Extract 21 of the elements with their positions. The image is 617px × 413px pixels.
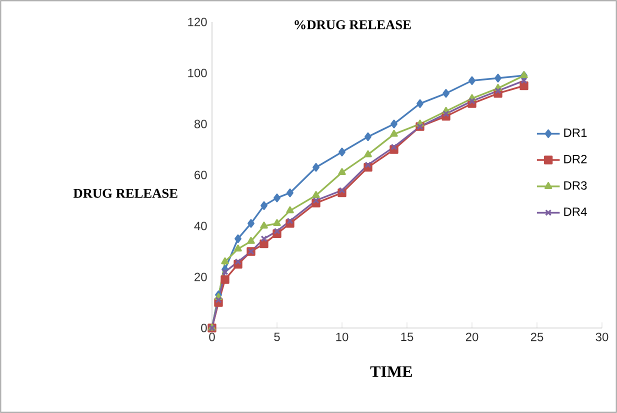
- y-tick-label: 120: [188, 18, 207, 26]
- x-tick-label: 0: [209, 332, 215, 342]
- y-tick-label: 60: [194, 170, 207, 180]
- legend-label: DR3: [564, 181, 587, 190]
- chart-title: %DRUG RELEASE: [294, 20, 411, 30]
- legend-label: DR1: [564, 128, 587, 137]
- y-tick-label: 100: [188, 68, 207, 78]
- y-tick-label: 40: [194, 222, 207, 230]
- legend-label: DR2: [564, 154, 587, 164]
- x-tick-label: 5: [274, 332, 280, 342]
- y-tick-label: 20: [194, 272, 207, 282]
- y-tick-label: 0: [201, 324, 207, 332]
- y-axis-title: DRUG RELEASE: [73, 188, 178, 198]
- x-axis-title: TIME: [370, 366, 412, 377]
- x-tick-label: 25: [530, 332, 544, 342]
- x-tick-label: 10: [336, 332, 348, 342]
- x-tick-label: 30: [596, 332, 608, 342]
- legend-label: DR4: [564, 208, 587, 216]
- y-tick-label: 80: [194, 120, 207, 128]
- x-tick-label: 20: [466, 332, 478, 342]
- x-tick-label: 15: [401, 332, 414, 342]
